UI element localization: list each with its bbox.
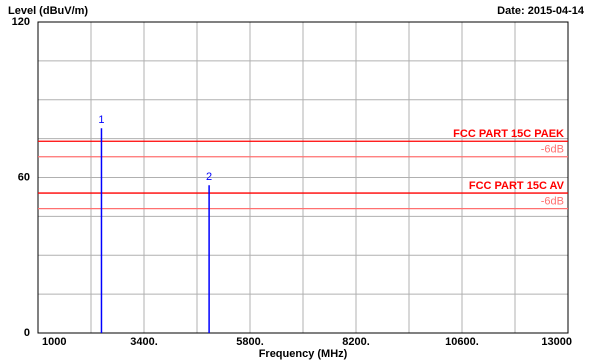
y-axis-label: Level (dBuV/m) (8, 5, 88, 17)
x-tick-label: 1000 (42, 336, 66, 348)
x-tick-label: 10600. (445, 336, 479, 348)
limit-label: -6dB (541, 144, 564, 156)
marker-label: 2 (206, 171, 212, 183)
x-tick-label: 3400. (130, 336, 158, 348)
plot-border (37, 21, 569, 334)
x-tick-label: 5800. (236, 336, 264, 348)
y-tick-label: 0 (24, 327, 30, 339)
y-tick-label: 120 (12, 16, 30, 28)
limit-label: FCC PART 15C AV (469, 180, 565, 192)
limit-label: FCC PART 15C PAEK (453, 128, 564, 140)
limit-label: -6dB (541, 196, 564, 208)
x-tick-label: 8200. (342, 336, 370, 348)
y-tick-label: 60 (18, 171, 30, 183)
marker-label: 1 (98, 114, 104, 126)
x-tick-label: 13000 (541, 336, 572, 348)
x-axis-label: Frequency (MHz) (259, 348, 348, 360)
date: Date: 2015-04-14 (497, 5, 585, 17)
